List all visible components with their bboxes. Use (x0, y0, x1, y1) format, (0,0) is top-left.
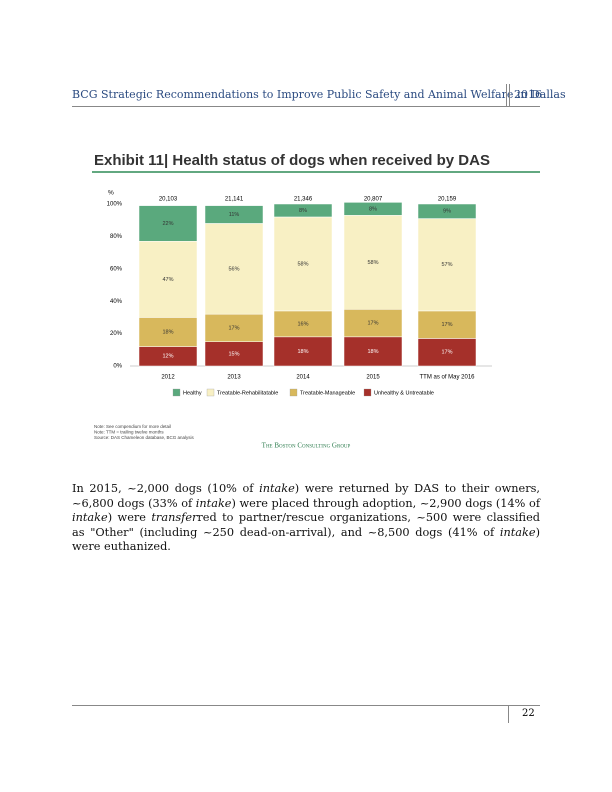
value-label: 47% (162, 277, 173, 283)
header-bar (509, 84, 510, 106)
total-label: 20,807 (364, 197, 383, 203)
legend-label: Treatable-Manageable (300, 390, 355, 396)
legend-label: Unhealthy & Untreatable (374, 390, 434, 396)
legend-swatch (363, 388, 372, 397)
logo: The Boston Consulting Group (262, 442, 351, 450)
value-label: 18% (367, 349, 378, 355)
bar-segment (204, 223, 264, 315)
footer-bar (508, 705, 509, 723)
y-tick-label: 20% (110, 331, 123, 337)
note: Note: See compendium for more detail (94, 424, 171, 429)
bar-segment (343, 215, 403, 310)
text-run: intake (259, 482, 295, 495)
text-run: ) were (107, 511, 152, 525)
value-label: 11% (229, 212, 240, 218)
legend-label: Treatable-Rehabilitatable (217, 390, 278, 396)
note: Note: TTM = trailing twelve months (94, 430, 164, 435)
x-tick-label: 2013 (227, 375, 241, 381)
total-label: 20,103 (159, 197, 178, 203)
bar-segment (138, 205, 198, 242)
y-tick-label: 80% (110, 234, 123, 240)
text-run: transfer (151, 511, 198, 525)
text-run: intake (195, 496, 232, 510)
footer-rule (72, 705, 540, 706)
value-label: 18% (297, 349, 308, 355)
legend-swatch (206, 388, 215, 397)
value-label: 17% (441, 322, 452, 328)
value-label: 22% (162, 221, 173, 227)
y-axis-label: % (108, 190, 114, 197)
bar-segment (138, 317, 198, 347)
text-run: intake (499, 525, 536, 539)
bar-segment (273, 336, 333, 367)
header-bar (506, 84, 507, 106)
value-label: 57% (441, 262, 452, 268)
value-label: 58% (297, 261, 308, 267)
text-run: ) were euthanized. (72, 525, 540, 554)
bar-segment (417, 218, 477, 312)
value-label: 17% (228, 325, 239, 331)
x-tick-label: 2014 (296, 375, 310, 381)
value-label: 8% (299, 208, 307, 214)
bar-segment (417, 338, 477, 367)
value-label: 15% (228, 351, 239, 357)
bar-segment (417, 203, 477, 219)
value-label: 18% (162, 329, 173, 335)
header-rule (72, 106, 540, 107)
x-tick-label: TTM as of May 2016 (419, 375, 475, 381)
text-run: ) were placed through adoption, ~2,900 d… (231, 496, 541, 510)
page-number: 22 (522, 708, 535, 719)
value-label: 17% (441, 350, 452, 356)
value-label: 56% (228, 266, 239, 272)
legend-label: Healthy (183, 390, 202, 396)
header-year: 2016 (514, 88, 542, 101)
y-tick-label: 100% (107, 202, 123, 208)
bar-segment (273, 310, 333, 338)
x-tick-label: 2015 (366, 375, 380, 381)
value-label: 16% (297, 321, 308, 327)
bar-segment (273, 216, 333, 312)
legend-swatch (172, 388, 181, 397)
x-tick-label: 2012 (161, 375, 175, 381)
total-label: 21,141 (225, 197, 244, 203)
bar-segment (273, 203, 333, 218)
bar-segment (204, 205, 264, 224)
bar-segment (343, 202, 403, 216)
chart-title: Exhibit 11| Health status of dogs when r… (94, 152, 490, 169)
text-run: In 2015, ~2,000 dogs (10% of (72, 482, 260, 495)
note: Source: DAS Chameleon database, BCG anal… (94, 435, 195, 440)
text-run: intake (72, 511, 108, 525)
bar-segment (343, 309, 403, 338)
total-label: 20,159 (438, 197, 457, 203)
total-label: 21,346 (294, 197, 313, 203)
value-label: 12% (162, 354, 173, 360)
paragraph: In 2015, ~2,000 dogs (10% of intake) wer… (72, 482, 540, 555)
bar-segment (417, 310, 477, 339)
bar-segment (204, 341, 264, 367)
value-label: 17% (367, 321, 378, 327)
header-title: BCG Strategic Recommendations to Improve… (72, 88, 566, 101)
y-tick-label: 40% (110, 299, 123, 305)
y-tick-label: 0% (113, 364, 122, 370)
value-label: 8% (369, 206, 377, 212)
bar-segment (138, 241, 198, 318)
value-label: 58% (367, 260, 378, 266)
value-label: 9% (443, 209, 451, 215)
y-tick-label: 60% (110, 266, 123, 272)
chart: Exhibit 11| Health status of dogs when r… (92, 152, 540, 450)
legend-swatch (289, 388, 298, 397)
text-run: red to partner/rescue organizations, ~50… (72, 511, 540, 539)
text-run: ) were returned by DAS to their owners, … (72, 482, 540, 510)
